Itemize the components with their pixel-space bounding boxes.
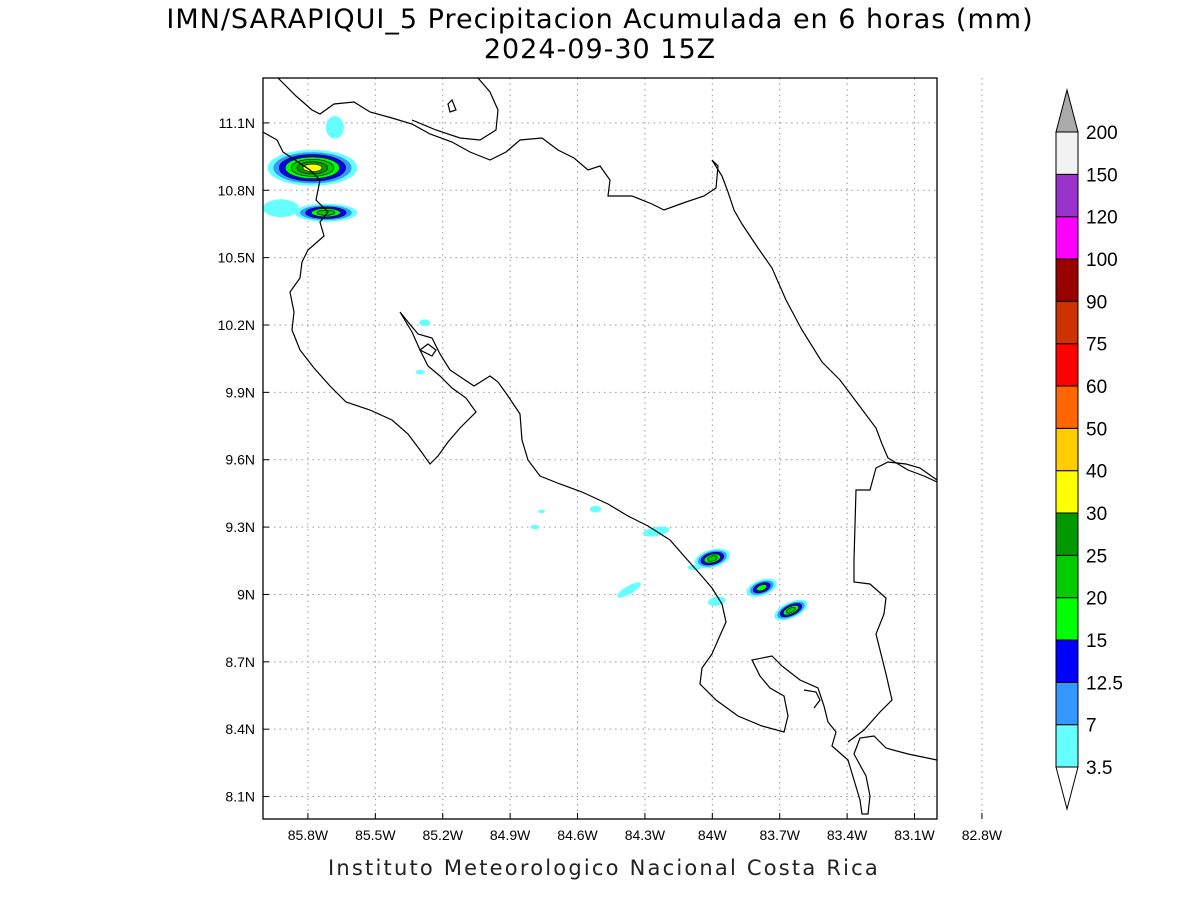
colorbar-under-arrow	[1055, 766, 1079, 811]
lake-island	[447, 98, 457, 113]
colorbar-swatch	[1055, 343, 1079, 387]
x-tick-label: 85.5W	[355, 827, 396, 843]
x-tick-label: 82.8W	[962, 827, 1003, 843]
colorbar-swatch	[1055, 470, 1079, 514]
colorbar-label: 12.5	[1086, 673, 1123, 694]
precip-cell	[415, 369, 425, 375]
colorbar-label: 3.5	[1086, 758, 1112, 779]
colorbar-label: 50	[1086, 419, 1107, 440]
precip-contour	[419, 319, 431, 327]
precip-cell	[294, 203, 358, 222]
precip-contour	[415, 369, 425, 375]
y-tick-label: 9.9N	[225, 384, 255, 400]
precip-contour	[538, 509, 545, 514]
precip-cell	[694, 548, 730, 569]
colorbar-swatch	[1055, 258, 1079, 302]
longitude-ticks: 85.8W 85.5W 85.2W 84.9W 84.6W 84.3W 84W 83.7W 83…	[288, 813, 1003, 843]
colorbar-swatch	[1055, 131, 1079, 175]
precip-contour	[589, 505, 602, 513]
colorbar-swatch	[1055, 724, 1079, 768]
colorbar-label: 15	[1086, 631, 1107, 652]
precip-cell	[538, 509, 545, 514]
precip-contour	[756, 584, 768, 592]
precip-contour	[530, 524, 540, 530]
colorbar-label: 40	[1086, 462, 1107, 483]
colorbar-swatch	[1055, 512, 1079, 556]
y-tick-label: 10.5N	[218, 250, 255, 266]
coastline-caribbean	[277, 78, 937, 483]
precip-cell	[267, 149, 358, 186]
colorbar: 3.5 7 12.5 15 20 25 30 40 50 60 75 90 100 120 150 200	[1055, 88, 1123, 811]
colorbar-swatch	[1055, 385, 1079, 429]
colorbar-swatch	[1055, 427, 1079, 472]
precip-contour	[707, 555, 718, 562]
precip-cell	[617, 582, 642, 598]
y-tick-label: 11.1N	[219, 115, 255, 131]
x-tick-label: 85.2W	[422, 827, 463, 843]
latitude-ticks: 11.1N 10.8N 10.5N 10.2N 9.9N 9.6N 9.3N 9N 8.7N 8.…	[218, 115, 269, 805]
colorbar-label: 30	[1086, 504, 1107, 525]
colorbar-label: 90	[1086, 292, 1107, 313]
colorbar-label: 20	[1086, 589, 1107, 610]
coastline-pacific-north	[263, 131, 937, 815]
precip-cell	[530, 524, 540, 530]
colorbar-over-arrow	[1055, 88, 1079, 133]
precip-cell	[589, 505, 602, 513]
x-tick-label: 84.9W	[490, 827, 531, 843]
x-tick-label: 83.7W	[759, 827, 800, 843]
map-grid	[263, 78, 983, 819]
precip-cell	[263, 199, 299, 218]
colorbar-label: 100	[1086, 250, 1118, 271]
y-tick-label: 9.3N	[225, 519, 255, 535]
chart-subtitle: 2024-09-30 15Z	[483, 34, 717, 65]
colorbar-label: 60	[1086, 377, 1107, 398]
x-tick-label: 83.1W	[894, 827, 935, 843]
coastline-layer	[263, 78, 937, 815]
precip-contour	[785, 606, 797, 614]
precip-cell	[746, 578, 777, 597]
colorbar-label: 200	[1086, 123, 1118, 144]
colorbar-swatch	[1055, 173, 1079, 218]
precip-contour	[263, 199, 299, 218]
colorbar-swatch	[1055, 597, 1079, 641]
colorbar-swatch	[1055, 681, 1079, 726]
map-frame	[262, 77, 938, 820]
x-tick-label: 85.8W	[288, 827, 329, 843]
precip-cell	[325, 116, 344, 139]
gulf-nicoya-island	[418, 343, 437, 357]
precip-contour	[325, 116, 344, 139]
y-tick-label: 9N	[237, 586, 255, 602]
colorbar-swatch	[1055, 639, 1079, 683]
x-tick-label: 83.4W	[827, 827, 868, 843]
colorbar-swatch	[1055, 554, 1079, 599]
colorbar-label: 25	[1086, 546, 1107, 567]
y-tick-label: 8.4N	[225, 721, 255, 737]
colorbar-label: 75	[1086, 335, 1107, 356]
precip-contour	[617, 582, 642, 598]
coastline-panama-south	[803, 689, 821, 709]
border-panama	[847, 461, 937, 743]
coastline-river-sanjuan-left	[411, 78, 499, 141]
x-tick-label: 84W	[698, 827, 728, 843]
colorbar-label: 7	[1086, 716, 1097, 737]
colorbar-label: 120	[1086, 208, 1118, 229]
chart-title: IMN/SARAPIQUI_5 Precipitacion Acumulada …	[166, 4, 1034, 35]
colorbar-swatch	[1055, 300, 1079, 345]
y-tick-label: 8.1N	[225, 789, 255, 805]
map-background	[263, 78, 937, 819]
y-tick-label: 9.6N	[225, 452, 255, 468]
precip-cell	[774, 599, 808, 621]
footer-credit: Instituto Meteorologico Nacional Costa R…	[328, 856, 880, 880]
x-tick-label: 84.6W	[557, 827, 598, 843]
colorbar-label: 150	[1086, 165, 1118, 186]
colorbar-swatch	[1055, 216, 1079, 260]
x-tick-label: 84.3W	[625, 827, 666, 843]
y-tick-label: 8.7N	[225, 654, 255, 670]
y-tick-label: 10.2N	[218, 317, 255, 333]
precip-cell	[419, 319, 431, 327]
y-tick-label: 10.8N	[218, 182, 255, 198]
precipitation-layer	[263, 116, 808, 621]
